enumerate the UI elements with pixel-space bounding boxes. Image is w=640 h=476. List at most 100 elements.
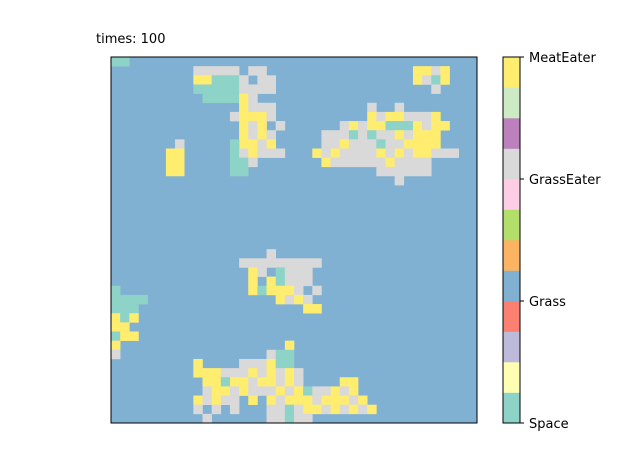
heatmap-cell: [321, 404, 331, 415]
heatmap-cell: [111, 331, 121, 341]
heatmap-cell: [229, 111, 240, 122]
heatmap-cell: [165, 166, 185, 177]
heatmap-cell: [111, 294, 148, 305]
heatmap-cell: [239, 358, 267, 369]
heatmap-cell: [202, 386, 212, 396]
heatmap-cell: [275, 349, 295, 360]
heatmap-cell: [367, 102, 377, 113]
colorbar-tick-label: Space: [529, 417, 569, 432]
heatmap-cell: [202, 395, 212, 405]
heatmap-cell: [275, 377, 286, 387]
heatmap-cell: [211, 84, 240, 94]
heatmap-cell: [431, 75, 441, 85]
heatmap-cell: [303, 404, 322, 415]
heatmap-cell: [339, 148, 377, 158]
heatmap-cell: [294, 404, 304, 415]
heatmap-cell: [193, 368, 222, 378]
heatmap-cell: [412, 130, 441, 140]
heatmap-cell: [257, 377, 276, 387]
heatmap-cell: [220, 368, 249, 378]
heatmap-cell: [257, 102, 276, 113]
heatmap-cell: [248, 395, 258, 405]
colorbar-segment: [503, 57, 520, 88]
heatmap-cell: [358, 121, 368, 131]
heatmap-cell: [394, 130, 405, 140]
heatmap-cell: [367, 130, 377, 140]
heatmap-cell: [431, 66, 441, 76]
heatmap-cell: [266, 130, 276, 140]
heatmap-cell: [294, 413, 313, 424]
heatmap-cell: [385, 111, 405, 122]
heatmap-cell: [330, 404, 341, 415]
heatmap-cell: [321, 130, 350, 140]
heatmap-cell: [248, 111, 267, 122]
heatmap-cell: [266, 413, 286, 424]
heatmap-cell: [403, 148, 414, 158]
heatmap-cell: [266, 368, 276, 378]
heatmap-cell: [312, 386, 331, 396]
heatmap-cell: [294, 377, 304, 387]
heatmap-cell: [239, 386, 249, 396]
heatmap-cell: [129, 313, 139, 323]
colorbar-segment: [503, 301, 520, 332]
heatmap-cell: [376, 166, 432, 177]
heatmap-cell: [257, 148, 267, 158]
heatmap-cell: [412, 66, 432, 76]
colorbar-ticks: MeatEater GrassEater Grass Space: [520, 51, 601, 432]
heatmap-cell: [321, 139, 341, 149]
heatmap-cell: [239, 258, 322, 268]
colorbar-segment: [503, 209, 520, 241]
heatmap-cell: [275, 395, 286, 405]
heatmap-grid: [111, 57, 477, 424]
heatmap-cell: [312, 148, 322, 158]
heatmap-cell: [431, 148, 459, 158]
heatmap-cell: [239, 148, 249, 158]
heatmap-cell: [175, 139, 185, 149]
heatmap-cell: [211, 386, 231, 396]
heatmap-cell: [266, 148, 286, 158]
colorbar-segment: [503, 118, 520, 149]
heatmap-cell: [275, 358, 295, 369]
heatmap-cell: [266, 139, 276, 149]
heatmap-cell: [284, 368, 295, 378]
colorbar-segment: [503, 240, 520, 271]
heatmap-cell: [266, 276, 276, 287]
heatmap-cell: [239, 111, 249, 122]
heatmap-cell: [193, 404, 203, 415]
heatmap-cell: [367, 404, 377, 415]
heatmap-cell: [248, 368, 258, 378]
heatmap-cell: [312, 395, 322, 405]
heatmap-cell: [239, 75, 249, 85]
heatmap-cell: [321, 157, 331, 168]
heatmap-cell: [422, 75, 432, 85]
plot-frame: [110, 56, 478, 424]
heatmap-cell: [229, 404, 240, 415]
heatmap-cell: [358, 404, 368, 415]
heatmap-cell: [202, 93, 240, 104]
heatmap-cell: [303, 294, 313, 305]
heatmap-cell: [431, 121, 450, 131]
heatmap-cell: [129, 331, 139, 341]
heatmap-cell: [229, 377, 249, 387]
heatmap-cell: [257, 267, 267, 277]
heatmap-cell: [294, 368, 304, 378]
heatmap-cell: [412, 148, 432, 158]
heatmap-cell: [248, 130, 258, 140]
heatmap-cell: [120, 331, 130, 341]
heatmap-cell: [294, 386, 304, 396]
heatmap-cell: [403, 139, 414, 149]
heatmap-cell: [348, 130, 359, 140]
colorbar-segment: [503, 392, 520, 424]
colorbar-segment: [503, 87, 520, 119]
heatmap-cell: [248, 66, 267, 76]
heatmap-cell: [111, 349, 121, 360]
heatmap-cell: [248, 377, 258, 387]
heatmap-cell: [284, 340, 295, 351]
heatmap-cell: [284, 377, 295, 387]
heatmap-cell: [294, 285, 304, 296]
heatmap-cell: [367, 121, 386, 131]
heatmap-cell: [202, 377, 222, 387]
heatmap-cell: [330, 386, 341, 396]
heatmap-cell: [239, 139, 249, 149]
heatmap-cell: [303, 386, 313, 396]
